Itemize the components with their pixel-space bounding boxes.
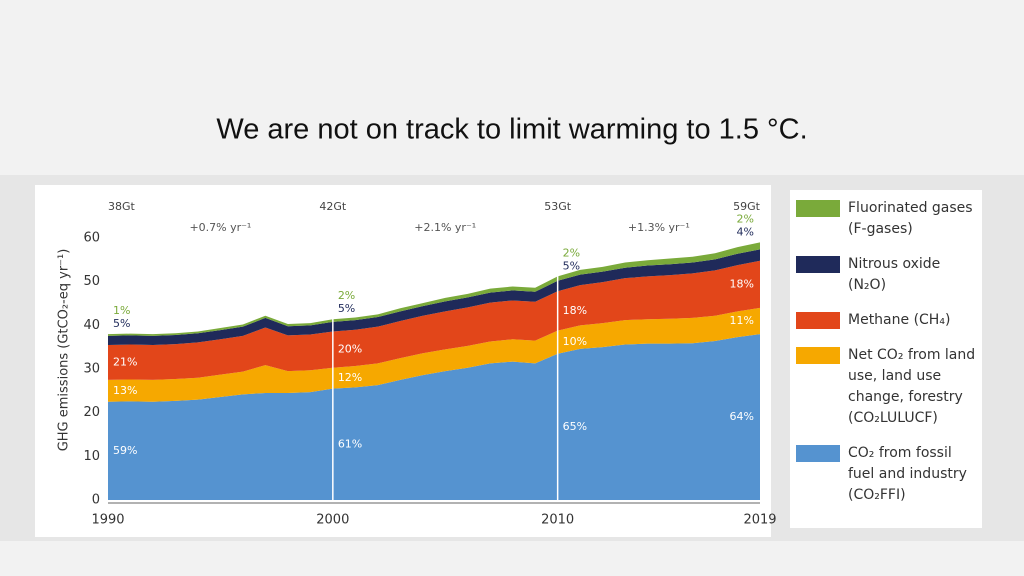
share-label: 13%	[113, 384, 137, 397]
legend-item: Fluorinated gases (F-gases)	[796, 198, 976, 240]
area	[108, 260, 760, 380]
legend-swatch	[796, 445, 840, 462]
legend-swatch	[796, 347, 840, 364]
y-tick-label: 40	[83, 318, 100, 333]
share-label: 1%	[113, 304, 130, 317]
area	[108, 334, 760, 500]
total-label: 59Gt	[733, 200, 761, 213]
share-label: 61%	[338, 437, 362, 450]
rate-label: +1.3% yr⁻¹	[628, 221, 690, 234]
legend-label: Methane (CH₄)	[848, 312, 951, 328]
share-label: 20%	[338, 343, 362, 356]
share-label: 64%	[730, 410, 754, 423]
y-tick-label: 60	[83, 231, 100, 246]
legend-swatch	[796, 256, 840, 273]
share-label: 4%	[737, 225, 754, 238]
share-label: 21%	[113, 355, 137, 368]
legend-item: CO₂ from fossil fuel and industry (CO₂FF…	[796, 443, 976, 506]
legend: Fluorinated gases (F-gases) Nitrous oxide…	[790, 190, 982, 528]
legend-item: Net CO₂ from land use, land use change, …	[796, 345, 976, 429]
share-label: 10%	[563, 335, 587, 348]
total-label: 42Gt	[319, 200, 347, 213]
share-label: 2%	[338, 289, 355, 302]
y-tick-label: 30	[83, 362, 100, 377]
legend-label: Net CO₂ from land use, land use change, …	[848, 347, 976, 426]
total-label: 53Gt	[544, 200, 572, 213]
share-label: 5%	[338, 302, 355, 315]
legend-item: Nitrous oxide (N₂O)	[796, 254, 976, 296]
rate-label: +2.1% yr⁻¹	[414, 221, 476, 234]
share-label: 59%	[113, 444, 137, 457]
share-label: 2%	[563, 246, 580, 259]
x-tick-label: 2000	[316, 513, 349, 528]
area	[108, 307, 760, 402]
share-label: 5%	[113, 317, 130, 330]
x-tick-label: 2010	[541, 513, 574, 528]
legend-label: Fluorinated gases (F-gases)	[848, 200, 973, 237]
legend-label: CO₂ from fossil fuel and industry (CO₂FF…	[848, 445, 967, 503]
y-tick-label: 10	[83, 449, 100, 464]
y-axis-label: GHG emissions (GtCO₂-eq yr⁻¹)	[57, 249, 72, 452]
y-tick-label: 50	[83, 274, 100, 289]
slide-title: We are not on track to limit warming to …	[216, 114, 807, 146]
y-tick-label: 20	[83, 405, 100, 420]
total-label: 38Gt	[108, 200, 136, 213]
share-label: 5%	[563, 259, 580, 272]
legend-swatch	[796, 312, 840, 329]
legend-item: Methane (CH₄)	[796, 310, 976, 331]
share-label: 11%	[730, 314, 754, 327]
legend-label: Nitrous oxide (N₂O)	[848, 256, 941, 293]
legend-swatch	[796, 200, 840, 217]
x-tick-label: 2019	[743, 513, 776, 528]
share-label: 65%	[563, 420, 587, 433]
y-tick-label: 0	[92, 493, 100, 508]
share-label: 18%	[730, 277, 754, 290]
share-label: 12%	[338, 371, 362, 384]
share-label: 2%	[737, 212, 754, 225]
x-tick-label: 1990	[91, 513, 124, 528]
rate-label: +0.7% yr⁻¹	[189, 221, 251, 234]
share-label: 18%	[563, 304, 587, 317]
area	[108, 249, 760, 345]
